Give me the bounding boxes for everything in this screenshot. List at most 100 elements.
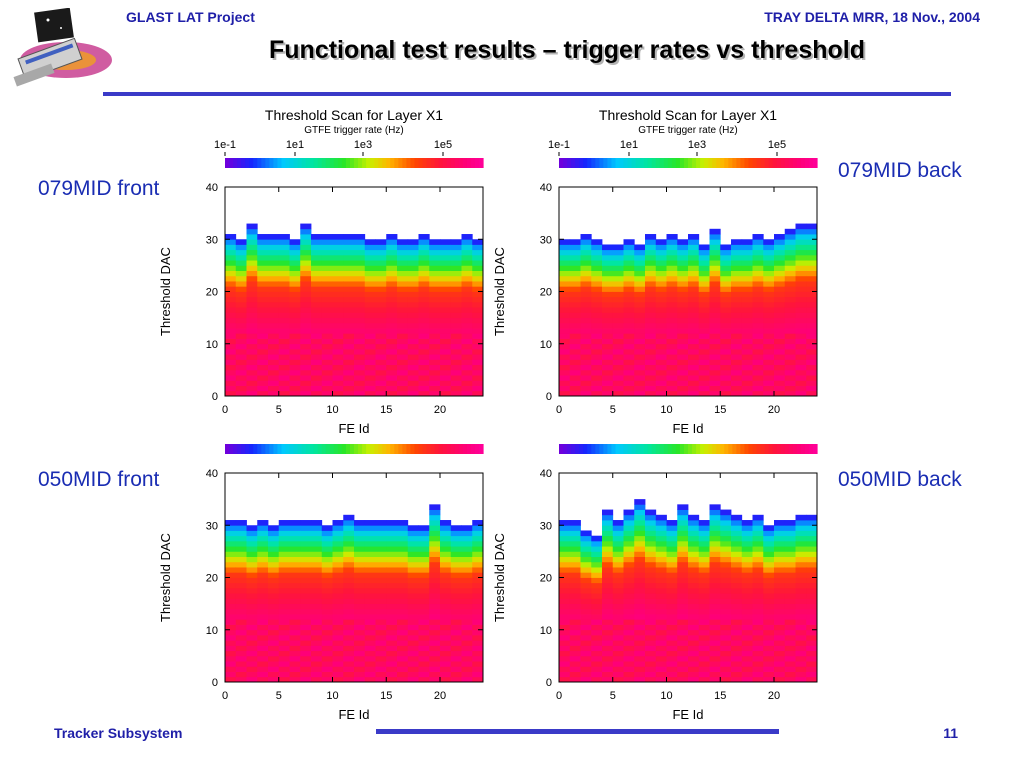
chart-subtitle: GTFE trigger rate (Hz)	[304, 125, 403, 136]
heatmap-cell	[257, 634, 269, 641]
heatmap-cell	[407, 603, 419, 610]
heatmap-cell	[440, 535, 452, 542]
heatmap-cell	[364, 614, 376, 620]
heatmap-cell	[311, 614, 323, 620]
heatmap-cell	[623, 286, 635, 292]
heatmap-cell	[343, 671, 355, 678]
colorbar-swatch	[225, 158, 230, 168]
heatmap-cell	[677, 254, 689, 261]
heatmap-cell	[397, 567, 409, 573]
heatmap-cell	[225, 634, 237, 641]
heatmap-cell	[569, 286, 581, 292]
heatmap-cell	[559, 354, 571, 360]
heatmap-cell	[612, 369, 624, 376]
heatmap-cell	[677, 525, 689, 531]
heatmap-cell	[268, 587, 280, 594]
heatmap-cell	[332, 540, 344, 547]
heatmap-cell	[698, 281, 710, 287]
heatmap-cell	[655, 380, 667, 386]
heatmap-cell	[569, 328, 581, 334]
heatmap-cell	[386, 593, 398, 599]
heatmap-cell	[602, 359, 614, 366]
heatmap-cell	[418, 249, 430, 256]
heatmap-cell	[688, 375, 700, 381]
heatmap-cell	[461, 572, 473, 578]
heatmap-cell	[645, 364, 657, 371]
heatmap-cell	[612, 640, 624, 646]
heatmap-cell	[731, 567, 743, 573]
heatmap-cell	[774, 301, 786, 308]
heatmap-cell	[623, 520, 635, 526]
heatmap-cell	[784, 234, 796, 240]
heatmap-cell	[634, 561, 646, 568]
heatmap-cell	[321, 661, 333, 667]
heatmap-cell	[591, 650, 603, 657]
heatmap-cell	[720, 390, 732, 397]
heatmap-cell	[795, 619, 807, 625]
heatmap-cell	[440, 328, 452, 334]
heatmap-cell	[784, 520, 796, 526]
heatmap-cell	[655, 375, 667, 381]
colorbar-swatch	[422, 444, 428, 454]
heatmap-cell	[731, 265, 743, 271]
heatmap-cell	[235, 301, 247, 308]
heatmap-cell	[450, 587, 462, 594]
colorbar-swatch	[708, 444, 713, 454]
heatmap-cell	[354, 275, 366, 282]
heatmap-cell	[634, 312, 646, 319]
heatmap-cell	[386, 348, 398, 355]
heatmap-cell	[677, 666, 689, 672]
heatmap-cell	[774, 655, 786, 662]
heatmap-cell	[720, 608, 732, 615]
heatmap-cell	[321, 364, 333, 371]
heatmap-cell	[321, 265, 333, 271]
heatmap-cell	[289, 359, 301, 366]
heatmap-cell	[784, 640, 796, 646]
heatmap-cell	[623, 375, 635, 381]
heatmap-cell	[709, 281, 721, 287]
glast-logo-icon	[13, 8, 112, 87]
heatmap-cell	[655, 603, 667, 610]
colorbar-swatch	[454, 444, 460, 454]
heatmap-cell	[774, 296, 786, 303]
heatmap-cell	[450, 535, 462, 542]
heatmap-cell	[698, 296, 710, 303]
heatmap-cell	[246, 390, 258, 397]
heatmap-cell	[311, 650, 323, 657]
heatmap-cell	[612, 307, 624, 313]
heatmap-cell	[364, 634, 376, 641]
heatmap-cell	[806, 291, 818, 298]
heatmap-cell	[300, 593, 312, 599]
heatmap-cell	[612, 281, 624, 287]
heatmap-cell	[268, 582, 280, 589]
heatmap-cell	[364, 301, 376, 308]
heatmap-cell	[698, 333, 710, 339]
heatmap-cell	[407, 666, 419, 672]
heatmap-cell	[806, 525, 818, 531]
heatmap-cell	[569, 614, 581, 620]
heatmap-cell	[268, 671, 280, 678]
heatmap-cell	[311, 520, 323, 526]
heatmap-cell	[559, 249, 571, 256]
heatmap-cell	[321, 307, 333, 313]
colorbar-swatch	[285, 444, 291, 454]
heatmap-cell	[591, 551, 603, 557]
heatmap-cell	[688, 281, 700, 287]
heatmap-cell	[257, 375, 269, 381]
heatmap-cell	[774, 587, 786, 594]
heatmap-cell	[343, 666, 355, 672]
heatmap-cell	[257, 359, 269, 366]
heatmap-cell	[332, 354, 344, 360]
colorbar-swatch	[358, 444, 363, 454]
heatmap-cell	[429, 385, 441, 392]
heatmap-cell	[461, 291, 473, 298]
heatmap-cell	[795, 577, 807, 584]
heatmap-cell	[806, 567, 818, 573]
header-meeting: TRAY DELTA MRR, 18 Nov., 2004	[764, 9, 980, 25]
colorbar-swatch	[249, 444, 254, 454]
heatmap-cell	[343, 275, 355, 282]
heatmap-cell	[300, 270, 312, 277]
heatmap-cell	[806, 598, 818, 605]
heatmap-cell	[634, 655, 646, 662]
heatmap-cell	[407, 650, 419, 657]
